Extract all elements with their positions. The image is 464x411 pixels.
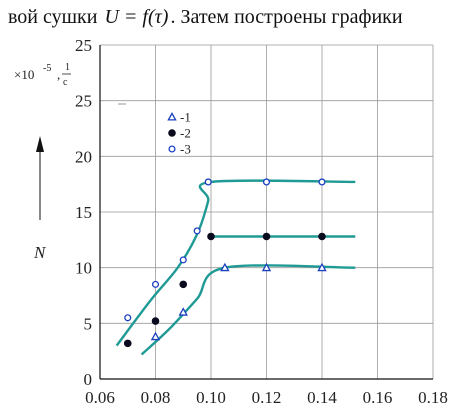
y-tick-label: 15	[75, 203, 92, 222]
grid	[99, 44, 434, 380]
data-points	[123, 178, 327, 348]
data-point	[179, 256, 187, 264]
y-axis-label: N	[33, 243, 47, 262]
data-point	[123, 339, 132, 348]
x-tick-label: 0.16	[363, 388, 393, 407]
fit-curve	[140, 264, 356, 356]
data-point	[151, 317, 160, 325]
y-tick-label: 0	[84, 370, 93, 389]
data-point	[124, 314, 132, 322]
data-point	[179, 280, 188, 289]
data-point	[207, 232, 215, 241]
legend-label: -1	[180, 110, 191, 125]
fit-curves	[115, 179, 356, 356]
data-point	[151, 280, 160, 288]
legend: -1-2-3	[167, 110, 191, 157]
legend-label: -3	[180, 142, 191, 157]
unit-frac-numerator: 1	[65, 62, 70, 73]
x-tick-label: 0.08	[141, 388, 171, 407]
x-tick-label: 0.18	[418, 388, 448, 407]
data-point	[318, 178, 326, 186]
tick-labels: 0.06 0.08 0.10 0.12 0.14 0.16 0.18 0 5 10 15 20 25 25	[75, 36, 448, 407]
data-point	[204, 178, 212, 186]
y-tick-label: 20	[75, 147, 92, 166]
legend-marker	[168, 145, 176, 153]
caption-prefix: вой сушки	[8, 6, 98, 28]
legend-label: -2	[180, 126, 191, 141]
data-point	[193, 227, 201, 235]
legend-marker	[168, 129, 176, 137]
up-arrow-icon	[36, 136, 44, 220]
y-tick-label: 25	[75, 92, 92, 111]
caption-suffix: . Затем построены графики	[170, 6, 403, 28]
fit-curve	[115, 179, 356, 347]
unit-exponent: -5	[43, 63, 51, 74]
axes	[99, 45, 433, 380]
unit-frac-denominator: с	[63, 77, 68, 88]
y-tick-label: 10	[75, 259, 92, 278]
caption-line: вой сушки U = f(τ). Затем построены граф…	[8, 6, 403, 29]
data-point	[261, 262, 272, 272]
y-tick-label: 5	[84, 314, 93, 333]
x-tick-label: 0.10	[196, 388, 226, 407]
annotations: ×10 -5 , 1 с N	[14, 62, 126, 262]
caption-formula: U = f(τ)	[104, 6, 169, 28]
data-point	[178, 307, 188, 316]
legend-marker	[167, 112, 177, 121]
data-point	[318, 232, 326, 241]
x-tick-label: 0.12	[252, 388, 282, 407]
x-tick-label: 0.14	[307, 388, 337, 407]
unit-multiplier: ×10	[14, 67, 34, 82]
data-point	[262, 178, 271, 186]
data-point	[262, 232, 271, 241]
x-tick-label: 0.06	[85, 388, 115, 407]
data-point	[150, 331, 161, 341]
data-point	[220, 262, 230, 272]
data-point	[317, 262, 327, 272]
unit-separator: ,	[57, 67, 60, 82]
y-tick-label: 25	[75, 36, 92, 55]
